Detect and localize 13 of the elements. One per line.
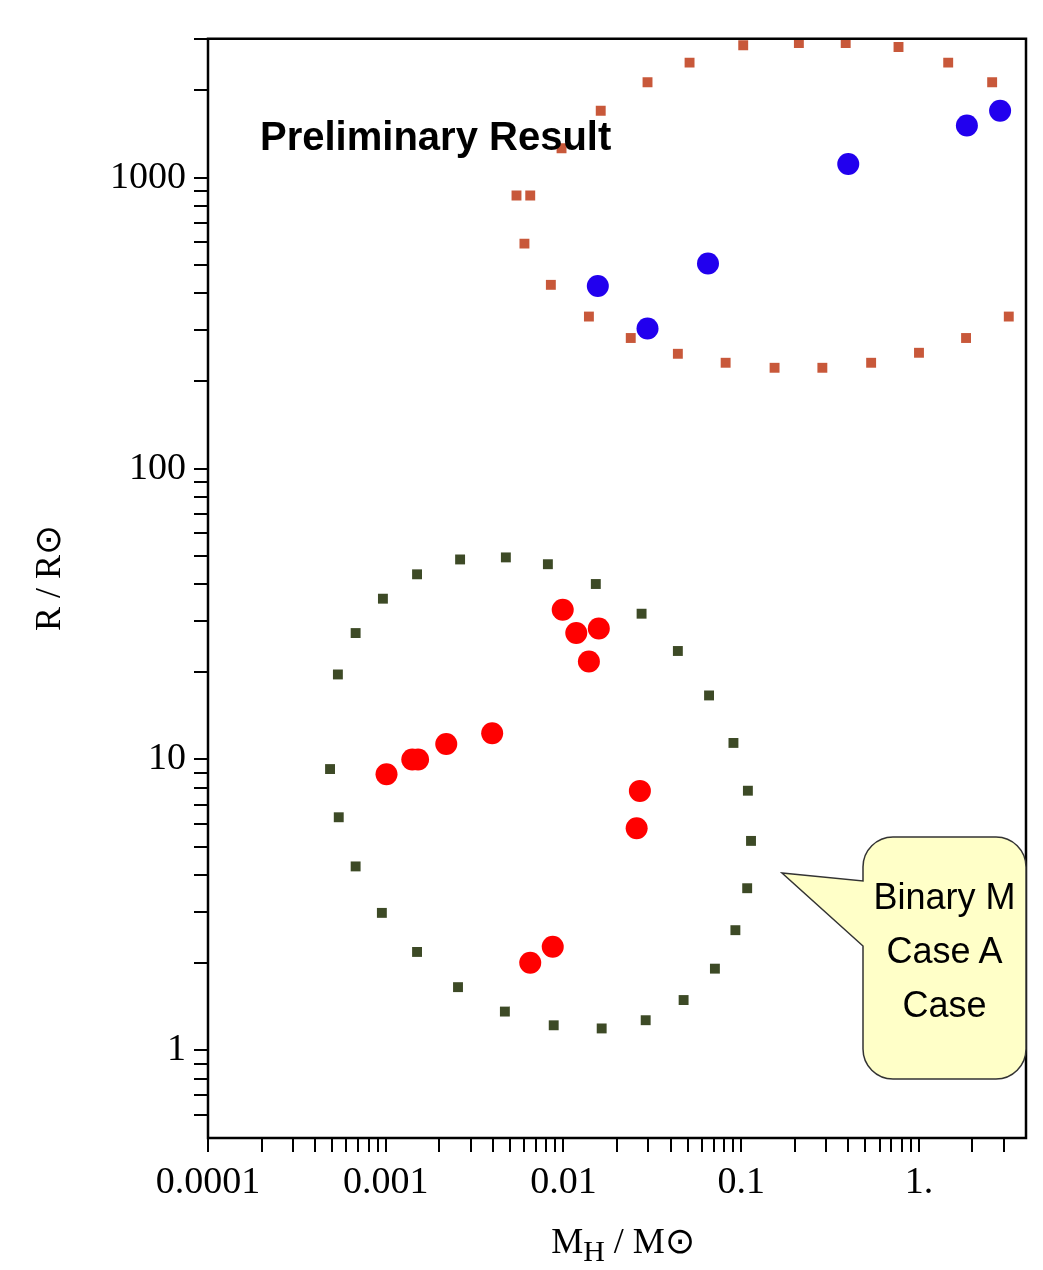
y-tick-label: 10	[148, 735, 186, 778]
x-tick-label: 0.01	[530, 1158, 597, 1201]
x-tick-label: 1.	[904, 1158, 934, 1201]
x-tick-label: 0.1	[717, 1158, 765, 1201]
y-tick-label: 1	[167, 1026, 186, 1069]
y-tick-label: 1000	[110, 153, 186, 196]
x-axis-title: M$_{H}$ / M⊙	[550, 1220, 696, 1269]
y-axis-title: R / R⊙	[27, 524, 69, 632]
x-tick-label: 0.0001	[155, 1158, 261, 1201]
x-tick-label: 0.001	[343, 1158, 429, 1201]
annotation: Preliminary Result	[260, 114, 612, 159]
y-tick-label: 100	[129, 444, 186, 487]
annotation: Binary M Case A Case	[872, 875, 1017, 1027]
